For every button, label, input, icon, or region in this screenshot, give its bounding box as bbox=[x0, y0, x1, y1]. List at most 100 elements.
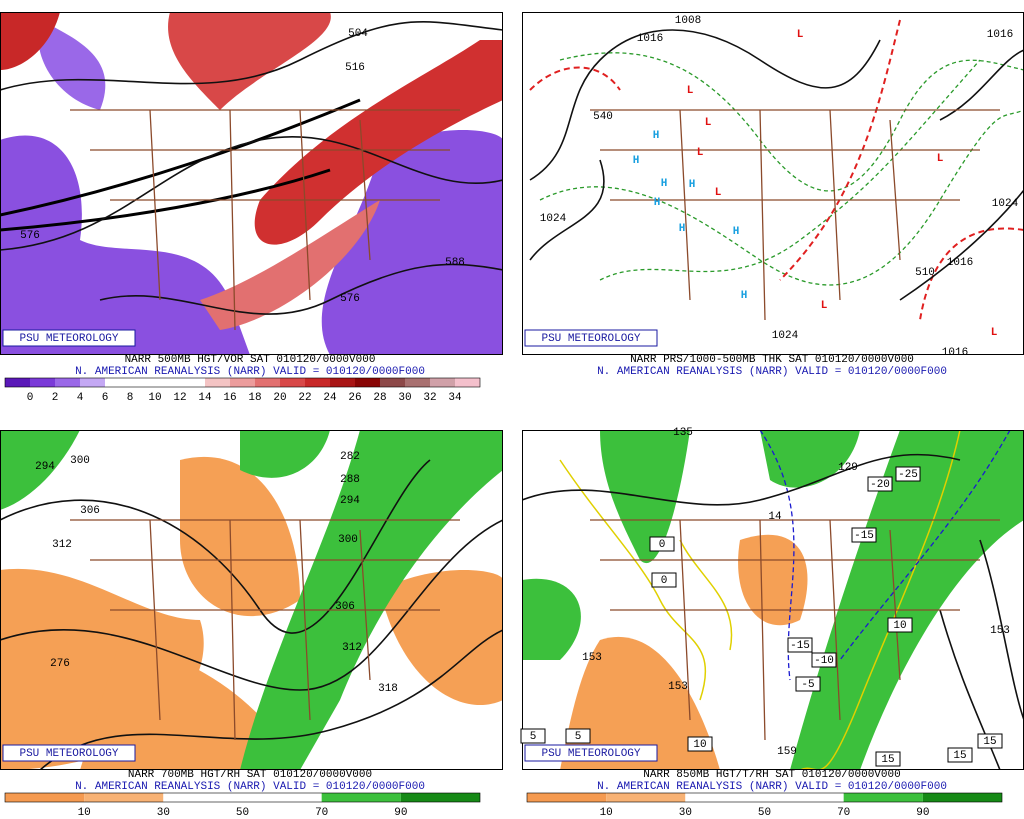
boxed-label: 15 bbox=[881, 754, 894, 766]
contour-label: 318 bbox=[378, 683, 398, 695]
contour-label: 129 bbox=[838, 462, 858, 474]
colorbar-swatch bbox=[280, 378, 305, 387]
contour-label: 300 bbox=[338, 534, 358, 546]
contour-label: 153 bbox=[668, 681, 688, 693]
colorbar-swatch bbox=[5, 793, 85, 802]
colorbar-swatch bbox=[764, 793, 844, 802]
contour-label: 294 bbox=[340, 495, 360, 507]
contour-label: 306 bbox=[335, 601, 355, 613]
high-center: H bbox=[661, 178, 668, 190]
high-center: H bbox=[733, 226, 740, 238]
colorbar-swatch bbox=[405, 378, 430, 387]
badge: PSU METEOROLOGY bbox=[541, 333, 640, 345]
colorbar-label: 18 bbox=[248, 392, 261, 404]
panel-frame bbox=[0, 12, 503, 355]
colorbar-label: 70 bbox=[315, 807, 328, 819]
colorbar-label: 6 bbox=[102, 392, 109, 404]
colorbar-swatch bbox=[321, 793, 401, 802]
caption: NARR PRS/1000-500MB THK SAT 010120/0000V… bbox=[630, 354, 914, 366]
colorbar-label: 26 bbox=[348, 392, 361, 404]
contour-label: 312 bbox=[342, 642, 362, 654]
boxed-label-bg bbox=[875, 751, 901, 767]
badge: PSU METEOROLOGY bbox=[541, 748, 640, 760]
subcaption: N. AMERICAN REANALYSIS (NARR) VALID = 01… bbox=[75, 366, 425, 378]
colorbar-swatch bbox=[205, 378, 230, 387]
colorbar-swatch bbox=[163, 793, 243, 802]
boxed-label: -20 bbox=[870, 479, 890, 491]
colorbar-label: 20 bbox=[273, 392, 286, 404]
subcaption: N. AMERICAN REANALYSIS (NARR) VALID = 01… bbox=[597, 366, 947, 378]
high-center: H bbox=[741, 290, 748, 302]
colorbar-label: 30 bbox=[398, 392, 411, 404]
colorbar-swatch bbox=[80, 378, 105, 387]
boxed-label-bg bbox=[977, 733, 1003, 749]
high-center: H bbox=[633, 155, 640, 167]
contour-label: 516 bbox=[345, 62, 365, 74]
map-700mb bbox=[0, 430, 503, 770]
contour-label: 1016 bbox=[987, 29, 1013, 41]
contour-label: 312 bbox=[52, 539, 72, 551]
badge-box bbox=[2, 744, 136, 762]
colorbar-frame bbox=[4, 377, 481, 388]
low-center: L bbox=[821, 300, 828, 312]
colorbar-label: 4 bbox=[77, 392, 84, 404]
colorbar-swatch bbox=[330, 378, 355, 387]
boxed-label: 15 bbox=[983, 736, 996, 748]
contour-label: 1016 bbox=[942, 347, 968, 359]
contour-label: 576 bbox=[20, 230, 40, 242]
badge-box bbox=[2, 329, 136, 347]
boxed-label: 5 bbox=[575, 731, 582, 743]
contour-label: 135 bbox=[673, 427, 693, 439]
contour-label: 1024 bbox=[540, 213, 567, 225]
boxed-label: -10 bbox=[814, 655, 834, 667]
boxed-label-bg bbox=[520, 728, 546, 744]
caption: NARR 700MB HGT/RH SAT 010120/0000V000 bbox=[128, 769, 372, 781]
contour-label: 510 bbox=[915, 267, 935, 279]
colorbar-label: 14 bbox=[198, 392, 212, 404]
colorbar-label: 30 bbox=[157, 807, 170, 819]
colorbar-label: 0 bbox=[27, 392, 34, 404]
colorbar-swatch bbox=[843, 793, 923, 802]
colorbar-label: 90 bbox=[394, 807, 407, 819]
colorbar-swatch bbox=[355, 378, 380, 387]
map-sfc bbox=[522, 12, 1024, 355]
contour-label: 14 bbox=[768, 511, 782, 523]
colorbar-swatch bbox=[155, 378, 180, 387]
contour-label: 282 bbox=[340, 451, 360, 463]
low-center: L bbox=[697, 147, 704, 159]
colorbar-swatch bbox=[685, 793, 765, 802]
colorbar-swatch bbox=[430, 378, 455, 387]
boxed-label-bg bbox=[811, 652, 837, 668]
boxed-label: -15 bbox=[854, 530, 874, 542]
contour-label: 153 bbox=[582, 652, 602, 664]
colorbar-label: 32 bbox=[423, 392, 436, 404]
colorbar-label: 2 bbox=[52, 392, 59, 404]
caption: NARR 850MB HGT/T/RH SAT 010120/0000V000 bbox=[643, 769, 900, 781]
contour-label: 1016 bbox=[947, 257, 973, 269]
colorbar-swatch bbox=[30, 378, 55, 387]
boxed-label-bg bbox=[867, 476, 893, 492]
contour-label: 276 bbox=[50, 658, 70, 670]
boxed-label: 5 bbox=[530, 731, 537, 743]
colorbar-swatch bbox=[527, 793, 607, 802]
badge: PSU METEOROLOGY bbox=[19, 748, 118, 760]
contour-label: 294 bbox=[35, 461, 55, 473]
colorbar-swatch bbox=[922, 793, 1002, 802]
low-center: L bbox=[991, 327, 998, 339]
colorbar-swatch bbox=[5, 378, 30, 387]
contour-label: 300 bbox=[70, 455, 90, 467]
colorbar-swatch bbox=[130, 378, 155, 387]
low-center: L bbox=[687, 85, 694, 97]
boxed-label-bg bbox=[651, 572, 677, 588]
colorbar-label: 34 bbox=[448, 392, 462, 404]
low-center: L bbox=[715, 187, 722, 199]
panel-frame bbox=[0, 430, 503, 770]
boxed-label-bg bbox=[887, 617, 913, 633]
boxed-label: 0 bbox=[659, 539, 666, 551]
colorbar-swatch bbox=[380, 378, 405, 387]
colorbar-swatch bbox=[400, 793, 480, 802]
boxed-label-bg bbox=[947, 747, 973, 763]
colorbar-swatch bbox=[84, 793, 164, 802]
boxed-label: 0 bbox=[661, 575, 668, 587]
